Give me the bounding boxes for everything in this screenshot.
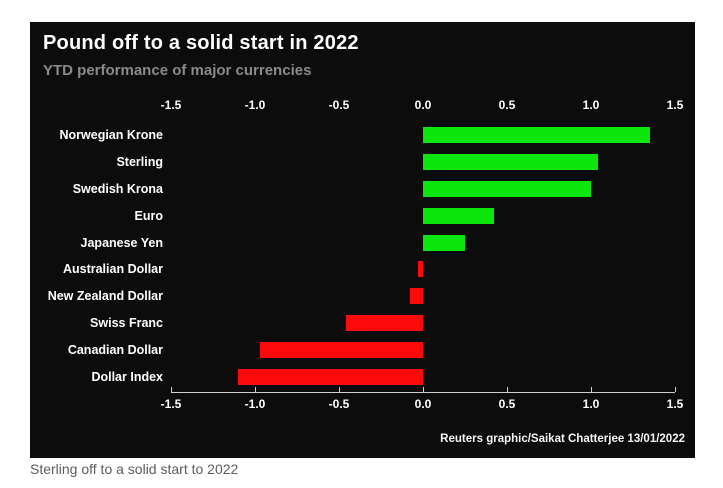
negative-bar [409,288,423,305]
bar-row: Swedish Krona [30,176,695,203]
category-label: Canadian Dollar [67,342,163,357]
negative-bar [238,368,423,385]
x-axis-top-tick-label: -1.0 [244,98,266,112]
bar-row: Norwegian Krone [30,122,695,149]
bar-row: Swiss Franc [30,310,695,337]
bar-row: Japanese Yen [30,229,695,256]
x-axis-top-tick-label: -1.5 [160,98,182,112]
positive-bar [423,180,591,197]
x-axis-top-tick-label: 0.5 [498,98,516,112]
caption: Sterling off to a solid start to 2022 [30,461,239,477]
positive-bar [423,234,465,251]
x-axis-tick [339,387,340,392]
bar-row: Euro [30,202,695,229]
positive-bar [423,207,494,224]
chart-subtitle: YTD performance of major currencies [43,62,312,79]
x-axis-tick [423,387,424,392]
category-label: Dollar Index [91,369,163,384]
negative-bar [345,314,423,331]
x-axis-bottom-tick-label: -1.0 [244,397,266,411]
category-label: Swedish Krona [72,181,163,196]
bar-row: Australian Dollar [30,256,695,283]
category-label: New Zealand Dollar [47,289,163,304]
positive-bar [423,127,650,144]
x-axis-bottom-tick-label: 1.5 [666,397,684,411]
positive-bar [423,154,598,171]
category-label: Sterling [116,155,163,170]
bar-row: Sterling [30,149,695,176]
x-axis-tick [675,387,676,392]
bar-chart-plot: -1.5 -1.0 -0.5 0.0 0.5 1.0 1.5 Norwegian Krone… [30,22,695,458]
x-axis-bottom-tick-label: -0.5 [328,397,350,411]
chart-panel: Pound off to a solid start in 2022 YTD p… [30,22,695,458]
bar-row: New Zealand Dollar [30,283,695,310]
x-axis-line [171,392,675,393]
negative-bar [260,341,423,358]
x-axis-tick [591,387,592,392]
category-label: Euro [134,208,163,223]
negative-bar [417,261,423,278]
bar-row: Canadian Dollar [30,336,695,363]
category-label: Norwegian Krone [59,128,164,143]
chart-title: Pound off to a solid start in 2022 [43,32,359,54]
x-axis-top-tick-label: 1.0 [582,98,600,112]
x-axis-top-tick-label: 0.0 [414,98,432,112]
x-axis-bottom-tick-label: 1.0 [582,397,600,411]
category-label: Japanese Yen [80,235,163,250]
category-label: Swiss Franc [90,315,163,330]
category-label: Australian Dollar [62,262,163,277]
credit-line: Reuters graphic/Saikat Chatterjee 13/01/… [440,433,685,445]
x-axis-tick [507,387,508,392]
x-axis-top-tick-label: -0.5 [328,98,350,112]
x-axis-bottom-tick-label: -1.5 [160,397,182,411]
x-axis-top-tick-label: 1.5 [666,98,684,112]
bar-row: Dollar Index [30,363,695,390]
x-axis-bottom-tick-label: 0.0 [414,397,432,411]
x-axis-tick [171,387,172,392]
x-axis-bottom-tick-label: 0.5 [498,397,516,411]
x-axis-tick [255,387,256,392]
